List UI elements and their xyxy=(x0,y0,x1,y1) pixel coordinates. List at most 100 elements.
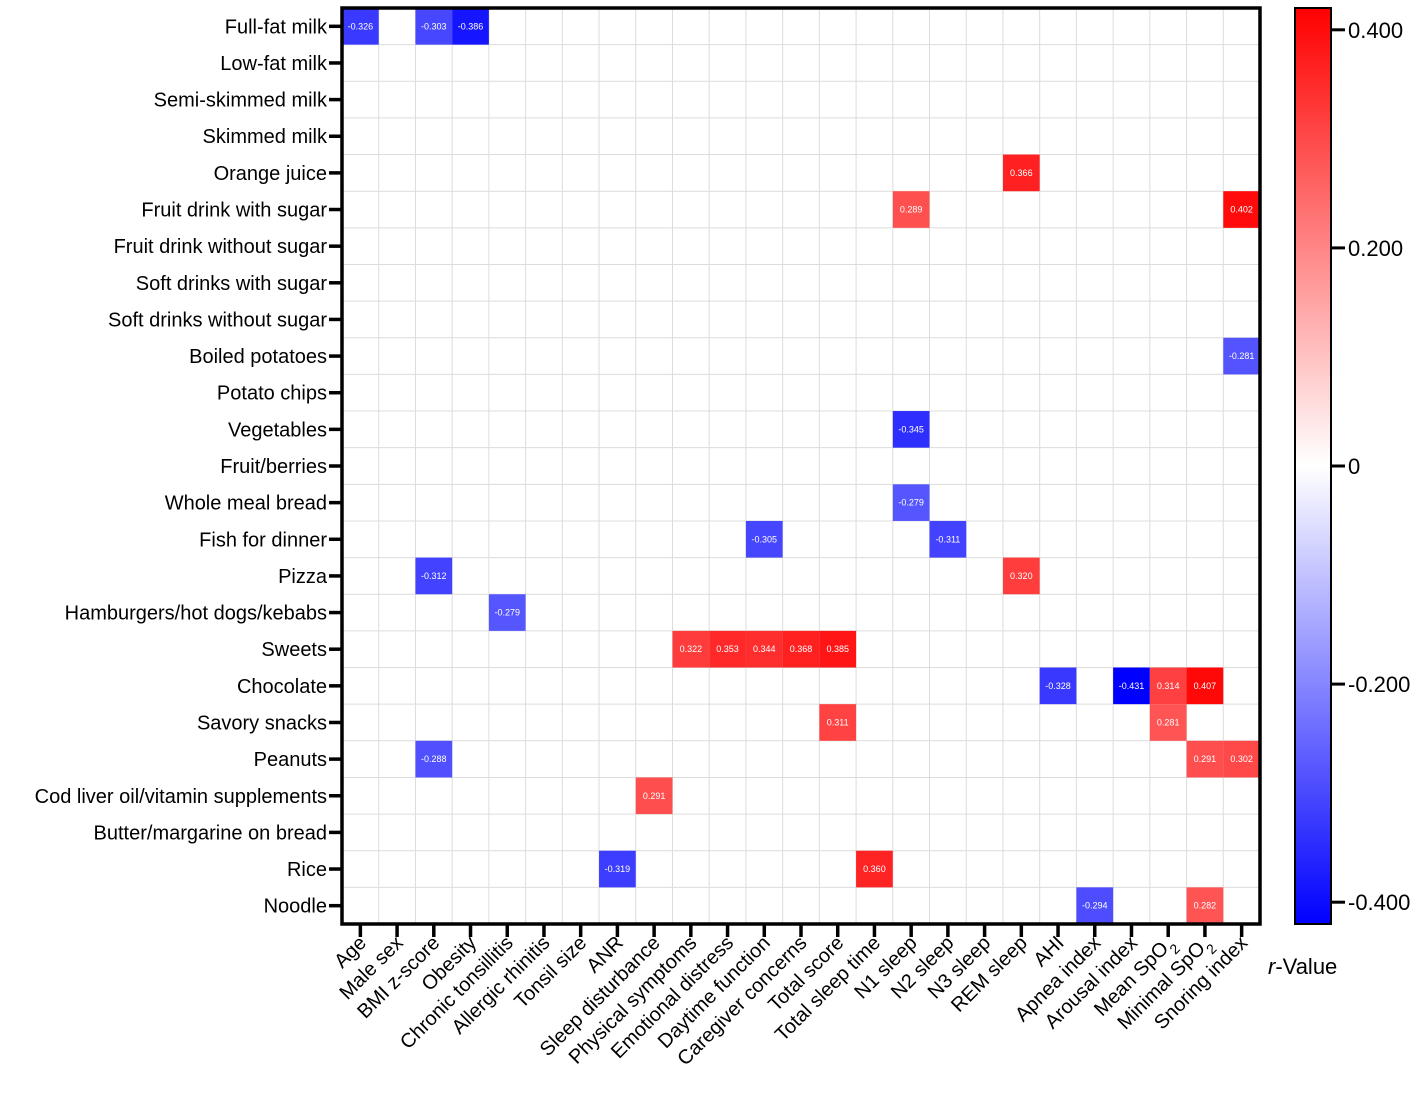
row-label: Rice xyxy=(287,859,327,881)
colorbar-tick-label: 0 xyxy=(1348,454,1360,479)
cell-value-label: 0.353 xyxy=(716,644,739,654)
heatmap-cell xyxy=(892,191,930,228)
row-label: Skimmed milk xyxy=(203,126,328,148)
row-label: Soft drinks without sugar xyxy=(108,309,327,331)
heatmap-cell xyxy=(1186,887,1224,924)
cell-value-label: -0.431 xyxy=(1119,681,1145,691)
row-label: Savory snacks xyxy=(197,712,327,734)
cell-value-label: -0.281 xyxy=(1229,351,1255,361)
cell-value-label: 0.289 xyxy=(900,205,923,215)
heatmap-cell xyxy=(1186,740,1224,778)
row-label: Butter/margarine on bread xyxy=(94,822,327,844)
heatmap-cell xyxy=(672,630,710,668)
cell-value-label: 0.291 xyxy=(1194,754,1217,764)
heatmap-cell xyxy=(488,594,526,631)
cell-value-label: 0.402 xyxy=(1230,205,1253,215)
heatmap-cell xyxy=(709,630,746,668)
cell-value-label: 0.311 xyxy=(827,717,849,727)
row-label: Noodle xyxy=(264,896,327,918)
heatmap-cell xyxy=(819,630,857,668)
cell-value-label: 0.322 xyxy=(680,644,703,654)
cell-value-label: 0.281 xyxy=(1157,717,1180,727)
heatmap-cell xyxy=(342,8,379,45)
heatmap-cells: -0.326 -0.303 -0.386 0.366 0.289 0.402 -0.281 -… xyxy=(342,8,1260,924)
heatmap-grid xyxy=(342,8,1260,924)
heatmap-cell xyxy=(1039,667,1077,705)
cell-value-label: -0.305 xyxy=(752,534,778,544)
heatmap-cell xyxy=(1149,667,1187,705)
heatmap-cell xyxy=(1076,887,1114,924)
cell-value-label: -0.345 xyxy=(898,424,924,434)
heatmap-cell xyxy=(415,8,453,45)
heatmap-cell xyxy=(1002,154,1040,192)
row-label: Boiled potatoes xyxy=(189,346,327,368)
cell-value-label: -0.312 xyxy=(421,571,447,581)
heatmap-cell xyxy=(856,850,893,888)
colorbar-title-rest: -Value xyxy=(1275,954,1337,979)
heatmap-cell xyxy=(745,630,783,668)
row-label: Peanuts xyxy=(254,749,327,771)
cell-value-label: 0.344 xyxy=(753,644,776,654)
heatmap-cell xyxy=(892,484,930,521)
heatmap-cell xyxy=(1002,557,1040,595)
colorbar-tick-label: -0.400 xyxy=(1348,890,1410,915)
cell-value-label: -0.311 xyxy=(935,534,960,544)
heatmap-cell xyxy=(1223,740,1260,778)
row-label: Soft drinks with sugar xyxy=(136,273,328,295)
cell-value-label: 0.314 xyxy=(1157,681,1180,691)
row-label: Fruit/berries xyxy=(220,456,327,478)
heatmap-cell xyxy=(599,850,636,888)
colorbar-title-italic: r xyxy=(1268,954,1277,979)
row-label: Semi-skimmed milk xyxy=(154,90,328,112)
heatmap-cell xyxy=(782,630,820,668)
cell-value-label: 0.320 xyxy=(1010,571,1033,581)
heatmap-cell xyxy=(745,520,783,558)
heatmap-cell xyxy=(1149,704,1187,741)
row-label: Hamburgers/hot dogs/kebabs xyxy=(65,603,327,625)
cell-value-label: 0.291 xyxy=(643,791,666,801)
cell-value-label: -0.319 xyxy=(605,864,631,874)
row-label: Fruit drink with sugar xyxy=(141,200,327,222)
row-label: Potato chips xyxy=(217,383,327,405)
row-label: Sweets xyxy=(261,639,327,661)
colorbar-gradient xyxy=(1294,7,1332,925)
cell-value-label: -0.303 xyxy=(421,21,447,31)
heatmap-cell xyxy=(635,777,673,815)
cell-value-label: 0.282 xyxy=(1194,901,1217,911)
colorbar-tick-label: 0.400 xyxy=(1348,18,1403,43)
heatmap-cell xyxy=(819,704,857,741)
colorbar-title: r-Value xyxy=(1268,954,1337,979)
cell-value-label: -0.386 xyxy=(458,21,484,31)
row-label: Fish for dinner xyxy=(199,529,327,551)
plot-frame xyxy=(340,6,1262,926)
row-label: Whole meal bread xyxy=(165,493,327,515)
cell-value-label: -0.279 xyxy=(898,498,924,508)
cell-value-label: -0.279 xyxy=(494,608,520,618)
cell-value-label: 0.368 xyxy=(790,644,813,654)
cell-value-label: 0.366 xyxy=(1010,168,1033,178)
cell-value-label: 0.385 xyxy=(826,644,849,654)
heatmap-cell xyxy=(892,411,930,448)
heatmap-cell xyxy=(415,740,453,778)
row-labels: Full-fat milk Low-fat milk Semi-skimmed mi… xyxy=(35,16,342,918)
row-label: Full-fat milk xyxy=(225,16,328,38)
row-label: Orange juice xyxy=(214,163,327,185)
colorbar-ticks: 0.400 0.200 0 -0.200 -0.400 xyxy=(1331,18,1410,915)
heatmap-cell xyxy=(1223,337,1260,375)
cell-value-label: 0.360 xyxy=(863,864,886,874)
cell-value-label: 0.302 xyxy=(1230,754,1253,764)
heatmap-cell xyxy=(415,557,453,595)
row-label: Low-fat milk xyxy=(220,53,328,75)
row-label: Cod liver oil/vitamin supplements xyxy=(35,786,327,808)
cell-value-label: -0.326 xyxy=(348,21,374,31)
row-label: Chocolate xyxy=(237,676,327,698)
cell-value-label: 0.407 xyxy=(1194,681,1217,691)
heatmap-cell xyxy=(1223,191,1260,228)
cell-value-label: -0.294 xyxy=(1082,901,1108,911)
colorbar: 0.400 0.200 0 -0.200 -0.400 r-Value xyxy=(1268,7,1410,979)
cell-value-label: -0.288 xyxy=(421,754,447,764)
row-label: Pizza xyxy=(278,566,328,588)
heatmap-cell xyxy=(1186,667,1224,705)
